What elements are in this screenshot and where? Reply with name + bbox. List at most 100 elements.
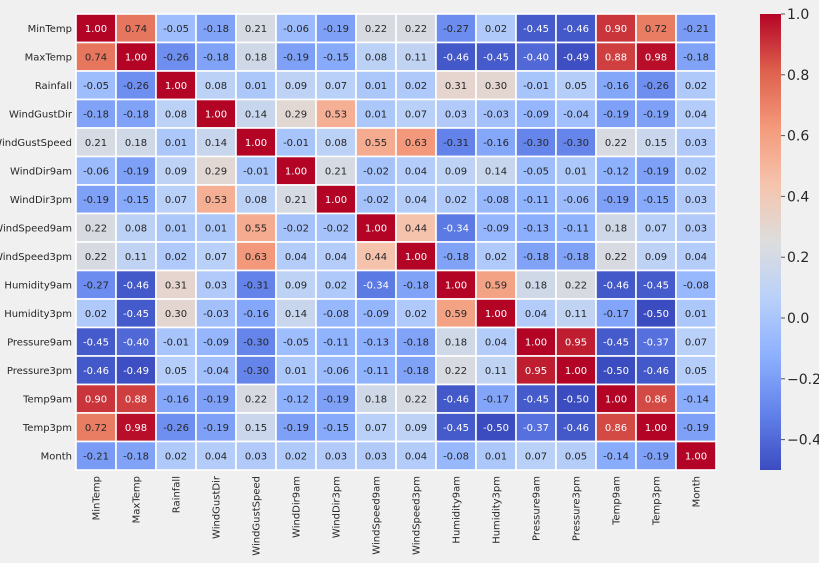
cell-value-label: 0.31 xyxy=(445,81,467,92)
cell-value-label: -0.46 xyxy=(603,280,629,291)
cell-value-label: 0.95 xyxy=(565,337,587,348)
heatmap-cell xyxy=(235,440,277,471)
cell-value-label: -0.09 xyxy=(523,109,549,120)
cell-value-label: -0.05 xyxy=(83,81,109,92)
cell-value-label: -0.21 xyxy=(83,451,109,462)
heatmap-cell xyxy=(155,355,197,386)
heatmap-cell xyxy=(635,98,677,129)
cell-value-label: 0.04 xyxy=(685,252,707,263)
heatmap-cell xyxy=(475,440,517,471)
cell-value-label: -0.49 xyxy=(563,52,589,63)
cell-value-label: -0.01 xyxy=(523,81,549,92)
cell-value-label: -0.04 xyxy=(563,109,589,120)
cell-value-label: -0.45 xyxy=(643,280,669,291)
cell-value-label: 0.03 xyxy=(685,138,707,149)
heatmap-cell xyxy=(515,184,557,215)
cell-value-label: 0.03 xyxy=(685,195,707,206)
cell-value-label: -0.18 xyxy=(203,24,229,35)
cell-value-label: -0.18 xyxy=(123,451,149,462)
heatmap-cell xyxy=(675,98,717,129)
cell-value-label: 0.03 xyxy=(445,109,467,120)
heatmap-cell xyxy=(155,184,197,215)
cell-value-label: -0.26 xyxy=(123,81,149,92)
cell-value-label: -0.45 xyxy=(523,24,549,35)
cell-value-label: -0.19 xyxy=(283,423,309,434)
cell-value-label: 0.02 xyxy=(685,81,707,92)
cell-value-label: -0.06 xyxy=(83,166,109,177)
colorbar-tick-label: 0.4 xyxy=(787,189,809,205)
row-label: Humidity3pm xyxy=(4,309,72,320)
cell-value-label: -0.16 xyxy=(243,309,269,320)
cell-value-label: -0.02 xyxy=(283,223,309,234)
cell-value-label: -0.19 xyxy=(123,166,149,177)
cell-value-label: -0.13 xyxy=(523,223,549,234)
heatmap-cell xyxy=(435,298,477,329)
cell-value-label: 0.02 xyxy=(485,252,507,263)
heatmap-cell xyxy=(115,355,157,386)
heatmap-cell xyxy=(155,440,197,471)
cell-value-label: -0.15 xyxy=(323,52,349,63)
heatmap-cell xyxy=(515,440,557,471)
cell-value-label: 0.63 xyxy=(405,138,427,149)
heatmap-cell xyxy=(555,184,597,215)
cell-value-label: 0.01 xyxy=(205,223,227,234)
cell-value-label: 0.18 xyxy=(605,223,627,234)
cell-value-label: -0.46 xyxy=(123,280,149,291)
cell-value-label: -0.19 xyxy=(323,24,349,35)
cell-value-label: 0.86 xyxy=(645,394,667,405)
cell-value-label: 0.22 xyxy=(605,138,627,149)
cell-value-label: -0.01 xyxy=(163,337,189,348)
heatmap-cell xyxy=(595,383,637,414)
cell-value-label: 0.02 xyxy=(445,195,467,206)
cell-value-label: 1.00 xyxy=(525,337,547,348)
row-label: Month xyxy=(41,451,72,462)
heatmap-cell xyxy=(515,355,557,386)
cell-value-label: -0.30 xyxy=(243,366,269,377)
cell-value-label: -0.15 xyxy=(123,195,149,206)
cell-value-label: -0.45 xyxy=(603,337,629,348)
heatmap-cell xyxy=(155,13,197,44)
column-label: Humidity3pm xyxy=(492,476,503,544)
cell-value-label: 0.22 xyxy=(445,366,467,377)
column-label: Temp9am xyxy=(612,476,623,526)
cell-value-label: 0.98 xyxy=(645,52,667,63)
cell-value-label: 0.02 xyxy=(325,280,347,291)
cell-value-label: -0.01 xyxy=(283,138,309,149)
cell-value-label: -0.45 xyxy=(443,423,469,434)
cell-value-label: 0.02 xyxy=(685,166,707,177)
heatmap-cell xyxy=(275,412,317,443)
heatmap-cell xyxy=(675,241,717,272)
cell-value-label: -0.12 xyxy=(603,166,629,177)
cell-value-label: -0.05 xyxy=(163,24,189,35)
cell-value-label: 1.00 xyxy=(645,423,667,434)
heatmap-cell xyxy=(435,383,477,414)
heatmap-cell xyxy=(595,326,637,357)
heatmap-cell xyxy=(235,269,277,300)
cell-value-label: 0.18 xyxy=(525,280,547,291)
cell-value-label: 0.05 xyxy=(565,451,587,462)
cell-value-label: 0.07 xyxy=(325,81,347,92)
cell-value-label: 0.22 xyxy=(85,223,107,234)
cell-value-label: -0.06 xyxy=(323,366,349,377)
cell-value-label: 1.00 xyxy=(685,451,707,462)
cell-value-label: -0.19 xyxy=(643,109,669,120)
heatmap-cell xyxy=(75,13,117,44)
cell-value-label: 0.90 xyxy=(85,394,107,405)
cell-value-label: -0.45 xyxy=(523,394,549,405)
cell-value-label: 0.07 xyxy=(525,451,547,462)
cell-value-label: 0.55 xyxy=(245,223,267,234)
column-labels: MinTemp MaxTemp Rainfall WindGustDir WindGus… xyxy=(92,475,703,556)
cell-value-label: 1.00 xyxy=(125,52,147,63)
cell-value-label: 0.95 xyxy=(525,366,547,377)
cell-value-label: -0.12 xyxy=(283,394,309,405)
heatmap-cell xyxy=(355,298,397,329)
cell-value-label: -0.03 xyxy=(483,109,509,120)
heatmap-cell xyxy=(595,355,637,386)
column-label: Pressure9am xyxy=(532,476,543,541)
cell-value-label: -0.46 xyxy=(443,394,469,405)
column-label: Pressure3pm xyxy=(572,476,583,541)
cell-value-label: -0.11 xyxy=(563,223,589,234)
heatmap-cell xyxy=(275,326,317,357)
cell-value-label: 0.05 xyxy=(165,366,187,377)
heatmap-cell xyxy=(195,355,237,386)
